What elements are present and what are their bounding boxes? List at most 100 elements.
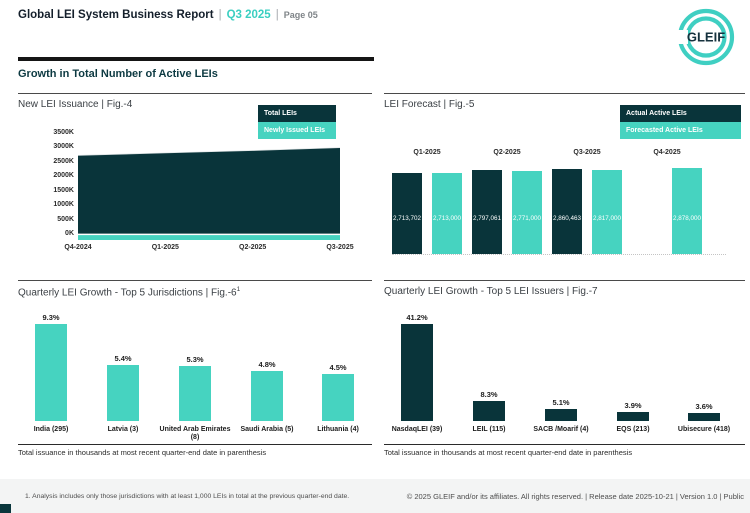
y-axis-tick-label: 1000K — [53, 201, 74, 209]
growth-bar — [322, 374, 354, 421]
x-axis-baseline — [392, 254, 726, 255]
bar-value-label: 2,771,000 — [512, 214, 542, 222]
bar-category-label: Saudi Arabia (5) — [240, 426, 294, 433]
gleif-logo-icon: GLEIF — [674, 8, 735, 66]
panel-lei-forecast: LEI Forecast | Fig.-5 Actual Active LEIs… — [384, 93, 745, 266]
growth-bar — [35, 324, 67, 421]
bar-value-label: 9.3% — [42, 313, 60, 322]
total-leis-area — [78, 147, 340, 234]
growth-bar — [473, 401, 505, 421]
bar-value-label: 3.9% — [624, 400, 642, 410]
legend-newly-issued-leis: Newly Issued LEIs — [258, 122, 336, 139]
chart-title-fig4: New LEI Issuance | Fig.-4 — [18, 99, 133, 110]
report-header: Global LEI System Business Report | Q3 202… — [18, 9, 318, 21]
bar-group-label: Q2-2025 — [493, 149, 521, 156]
note-rule-fig7 — [384, 444, 745, 445]
chart-title-fig5: LEI Forecast | Fig.-5 — [384, 99, 475, 110]
bar-value-label: 5.3% — [186, 354, 204, 364]
page-footer: 1. Analysis includes only those jurisdic… — [0, 479, 750, 513]
actual-active-leis-bar: 2,797,061 — [472, 170, 502, 254]
bar-category-label: United Arab Emirates (8) — [159, 426, 231, 441]
header-separator: | — [275, 9, 279, 21]
forecast-active-leis-bar: 2,771,000 — [512, 171, 542, 254]
growth-bar — [545, 408, 577, 421]
y-axis-tick-label: 0K — [65, 230, 74, 237]
bar-group-label: Q1-2025 — [413, 149, 441, 156]
x-axis-tick-label: Q4-2024 — [64, 244, 92, 251]
x-axis-tick-label: Q3-2025 — [326, 244, 354, 251]
bar-category-label: India (295) — [33, 426, 69, 433]
x-axis-tick-label: Q1-2025 — [151, 244, 179, 251]
bar-value-label: 4.5% — [329, 363, 347, 373]
bar-value-label: 2,878,000 — [672, 215, 702, 222]
bar-value-label: 3.6% — [695, 401, 713, 411]
chart-title-fig6-footnote-marker: 1 — [236, 286, 241, 293]
page-number: Page 05 — [283, 10, 318, 20]
report-quarter: Q3 2025 — [226, 9, 271, 21]
y-axis-tick-label: 1500K — [53, 186, 74, 194]
bar-value-label: 2,713,702 — [392, 214, 422, 222]
bar-group-label: Q4-2025 — [653, 149, 681, 156]
growth-bar — [688, 412, 720, 421]
gleif-logo: GLEIF — [674, 4, 738, 73]
legend-forecasted-active-leis: Forecasted Active LEIs — [620, 122, 741, 139]
actual-active-leis-bar: 2,713,702 — [392, 172, 422, 254]
bar-value-label: 5.1% — [552, 397, 570, 407]
note-rule-fig6 — [18, 444, 372, 445]
y-axis-tick-label: 2000K — [53, 172, 74, 180]
report-title: Global LEI System Business Report — [18, 9, 214, 21]
bar-category-label: NasdaqLEI (39) — [391, 426, 443, 433]
note-fig6: Total issuance in thousands at most rece… — [18, 448, 267, 457]
chart-title-fig7: Quarterly LEI Growth - Top 5 LEI Issuers… — [384, 286, 598, 297]
growth-bar — [401, 324, 433, 421]
bar-category-label: EQS (213) — [616, 426, 650, 433]
bar-value-label: 2,860,463 — [552, 214, 582, 222]
x-axis-tick-label: Q2-2025 — [239, 244, 267, 251]
footer-footnote: 1. Analysis includes only those jurisdic… — [25, 493, 350, 500]
bar-category-label: LEIL (115) — [472, 426, 506, 433]
forecast-active-leis-bar: 2,817,000 — [592, 169, 622, 254]
y-axis-tick-label: 500K — [57, 215, 74, 223]
y-axis-tick-label: 3500K — [53, 129, 74, 136]
area-chart-fig4 — [78, 146, 340, 240]
bar-value-label: 4.8% — [258, 359, 276, 369]
newly-issued-leis-area — [78, 235, 340, 240]
legend-fig5: Actual Active LEIs Forecasted Active LEI… — [620, 105, 741, 139]
y-axis-tick-label: 3000K — [53, 143, 74, 151]
chart-title-fig6-text: Quarterly LEI Growth - Top 5 Jurisdictio… — [18, 287, 237, 299]
bar-value-label: 5.4% — [114, 353, 132, 363]
forecast-active-leis-bar: 2,713,000 — [432, 172, 462, 254]
gleif-logo-text: GLEIF — [687, 30, 725, 45]
actual-active-leis-bar: 2,860,463 — [552, 168, 582, 254]
section-title: Growth in Total Number of Active LEIs — [18, 68, 218, 80]
growth-bar — [617, 411, 649, 421]
legend-fig4: Total LEIs Newly Issued LEIs — [258, 105, 336, 139]
bar-value-label: 2,797,061 — [472, 214, 502, 222]
header-separator: | — [218, 9, 222, 21]
bar-category-label: SACB /Moarif (4) — [533, 426, 589, 433]
footer-corner-accent — [0, 504, 11, 513]
bar-value-label: 41.2% — [406, 313, 428, 322]
bar-value-label: 2,817,000 — [592, 214, 622, 222]
panel-top5-lei-issuers: Quarterly LEI Growth - Top 5 LEI Issuers… — [384, 280, 745, 459]
note-fig7: Total issuance in thousands at most rece… — [384, 448, 633, 457]
panel-top5-jurisdictions: Quarterly LEI Growth - Top 5 Jurisdictio… — [18, 280, 372, 459]
bar-category-label: Latvia (3) — [107, 426, 139, 433]
panel-new-lei-issuance: New LEI Issuance | Fig.-4 Total LEIs New… — [18, 93, 372, 266]
header-rule — [18, 57, 374, 61]
bar-value-label: 8.3% — [480, 390, 498, 400]
total-leis-topline — [78, 146, 340, 156]
footer-copyright: © 2025 GLEIF and/or its affiliates. All … — [406, 492, 744, 501]
growth-bar — [107, 364, 139, 421]
legend-total-leis: Total LEIs — [258, 105, 336, 122]
bar-category-label: Lithuania (4) — [317, 426, 359, 433]
growth-bar — [251, 370, 283, 421]
forecast-active-leis-bar: 2,878,000 — [672, 168, 702, 254]
legend-actual-active-leis: Actual Active LEIs — [620, 105, 741, 122]
bar-value-label: 2,713,000 — [432, 214, 462, 222]
bar-category-label: Ubisecure (418) — [677, 426, 731, 433]
chart-title-fig6: Quarterly LEI Growth - Top 5 Jurisdictio… — [18, 286, 240, 298]
y-axis-tick-label: 2500K — [53, 157, 74, 165]
growth-bar — [179, 365, 211, 421]
